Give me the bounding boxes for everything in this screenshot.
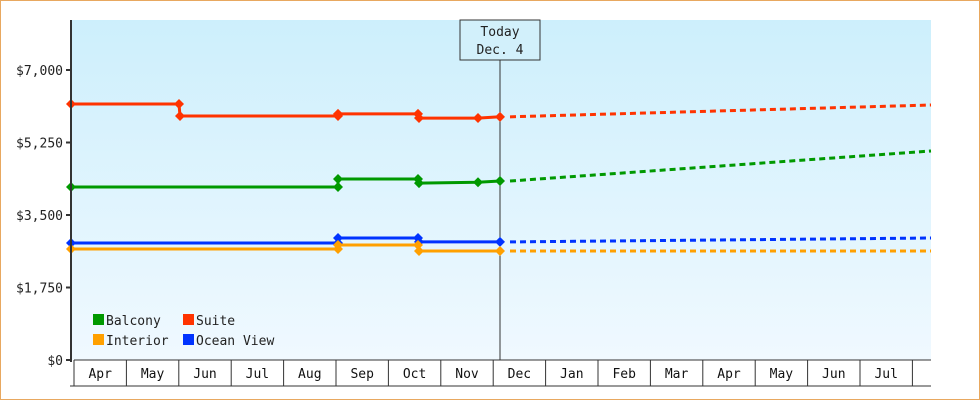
data-point-marker[interactable]	[495, 246, 505, 257]
data-point-marker[interactable]	[175, 110, 185, 121]
data-point-marker[interactable]	[333, 232, 343, 243]
legend-swatch	[183, 314, 194, 325]
x-month-label: Jun	[822, 367, 845, 382]
data-point-marker[interactable]	[333, 108, 343, 119]
x-month-label: Mar	[665, 367, 689, 382]
series-suite	[66, 98, 932, 124]
data-point-marker[interactable]	[495, 111, 505, 122]
data-point-marker[interactable]	[333, 240, 343, 251]
legend-swatch	[183, 334, 194, 345]
x-month-label: Jun	[193, 367, 216, 382]
x-month-label: Jan	[560, 367, 583, 382]
y-tick-label: $1,750	[16, 282, 63, 297]
series-balcony	[66, 149, 932, 193]
today-marker: Today Dec. 4	[459, 19, 541, 360]
x-month-label: Feb	[612, 367, 636, 382]
today-label: Today	[480, 25, 519, 40]
data-point-marker[interactable]	[333, 182, 343, 193]
x-month-label: Apr	[717, 367, 741, 382]
x-month-label: Dec	[508, 367, 531, 382]
data-point-marker[interactable]	[495, 176, 505, 187]
data-point-marker[interactable]	[495, 236, 505, 247]
y-tick-label: $0	[47, 354, 63, 369]
legend-label: Interior	[106, 334, 169, 349]
x-month-label: May	[770, 367, 794, 382]
legend-label: Suite	[196, 314, 235, 329]
series-interior	[66, 240, 931, 257]
data-point-marker[interactable]	[413, 240, 423, 251]
y-axis: $0 $1,750 $3,500 $5,250 $7,000	[16, 64, 71, 369]
legend-swatch	[93, 334, 104, 345]
data-point-marker[interactable]	[414, 113, 424, 124]
y-tick-label: $5,250	[16, 137, 63, 152]
series-lines	[66, 98, 932, 257]
x-month-label: Sep	[350, 367, 374, 382]
legend-swatch	[93, 314, 104, 325]
data-point-marker[interactable]	[414, 246, 424, 257]
legend-label: Ocean View	[196, 334, 274, 349]
today-date: Dec. 4	[477, 43, 524, 58]
x-month-label: Nov	[455, 367, 479, 382]
x-month-label: Aug	[298, 367, 321, 382]
x-month-label: Oct	[403, 367, 426, 382]
x-month-label: Jul	[874, 367, 897, 382]
data-point-marker[interactable]	[473, 113, 483, 124]
legend: Balcony Suite Interior Ocean View	[93, 314, 274, 349]
legend-label: Balcony	[106, 314, 161, 329]
plot-area	[72, 20, 931, 360]
x-month-label: May	[141, 367, 165, 382]
y-tick-label: $3,500	[16, 209, 63, 224]
data-point-marker[interactable]	[174, 98, 184, 109]
x-month-label: Jul	[246, 367, 269, 382]
x-month-label: Apr	[88, 367, 112, 382]
data-point-marker[interactable]	[333, 173, 343, 184]
data-point-marker[interactable]	[414, 178, 424, 189]
y-tick-label: $7,000	[16, 64, 63, 79]
x-axis: Apr May Jun Jul Aug Sep Oct Nov Dec Jan Feb Mar Apr M…	[70, 359, 931, 387]
data-point-marker[interactable]	[473, 177, 483, 188]
